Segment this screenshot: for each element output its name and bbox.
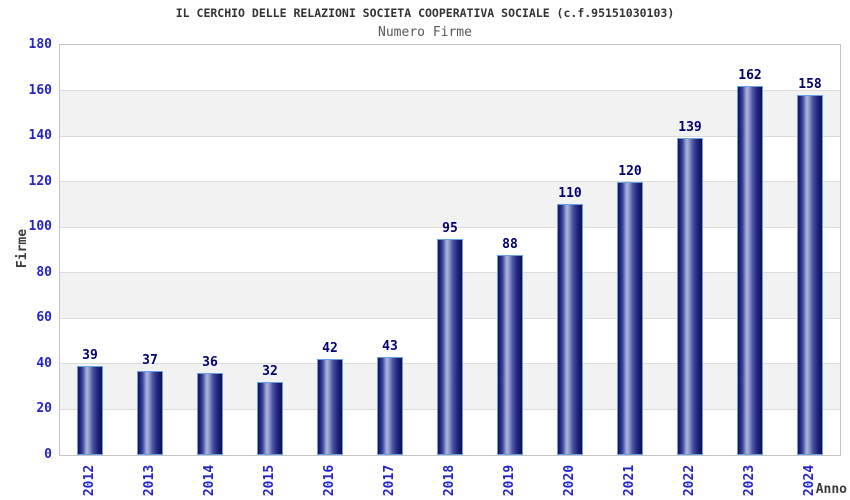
x-axis-title: Anno — [815, 482, 847, 497]
x-tick-label: 2015 — [240, 460, 300, 500]
bar-2021 — [617, 181, 643, 455]
bar-value-label: 162 — [738, 68, 762, 83]
bar-value-label: 139 — [678, 120, 702, 136]
bar-2023 — [737, 86, 763, 455]
y-tick-label: 120 — [28, 173, 52, 189]
bar-2015 — [257, 382, 283, 455]
bar-value-label: 37 — [142, 352, 158, 368]
x-tick-label-text: 2012 — [82, 464, 98, 496]
x-tick-label-text: 2021 — [622, 464, 638, 496]
y-tick-label: 180 — [28, 37, 52, 52]
x-tick-label-text: 2020 — [562, 464, 578, 496]
bar-2014 — [197, 373, 223, 455]
bar-2020 — [557, 204, 583, 455]
x-tick-label-text: 2022 — [682, 464, 698, 496]
bar-2022 — [677, 138, 703, 455]
bar-2017 — [377, 357, 403, 455]
x-tick-label: 2013 — [120, 460, 180, 500]
y-tick-label: 0 — [44, 447, 52, 462]
x-tick-label: 2020 — [540, 460, 600, 500]
y-tick-label: 20 — [36, 401, 52, 417]
gridline — [60, 226, 840, 228]
bar-2019 — [497, 254, 523, 455]
x-tick-label-text: 2016 — [322, 464, 338, 496]
x-tick-label-text: 2019 — [502, 464, 518, 496]
gridline — [60, 181, 840, 183]
y-tick-label: 140 — [28, 128, 52, 144]
y-tick-label: 100 — [28, 219, 52, 235]
x-tick-label: 2012 — [60, 460, 120, 500]
x-tick-label-text: 2015 — [262, 464, 278, 496]
bar-value-label: 43 — [382, 339, 398, 355]
x-tick-label-text: 2017 — [382, 464, 398, 496]
y-tick-label: 40 — [36, 355, 52, 371]
x-tick-label-text: 2014 — [202, 464, 218, 496]
gridline — [60, 135, 840, 137]
bar-value-label: 158 — [798, 77, 822, 93]
bar-2013 — [137, 370, 163, 455]
chart-title: IL CERCHIO DELLE RELAZIONI SOCIETA COOPE… — [175, 6, 675, 20]
bar-2016 — [317, 359, 343, 455]
y-tick-label: 160 — [28, 82, 52, 98]
bar-value-label: 88 — [502, 236, 518, 252]
chart-subtitle: Numero Firme — [378, 25, 472, 40]
bar-value-label: 32 — [262, 364, 278, 380]
x-tick-label-text: 2023 — [742, 464, 758, 496]
y-tick-label: 60 — [36, 310, 52, 326]
plot-area: 39 37 36 32 42 43 95 88 110 120 139 162 158 — [60, 45, 840, 455]
bar-2018 — [437, 238, 463, 455]
x-tick-label: 2019 — [480, 460, 540, 500]
x-tick-label: 2016 — [300, 460, 360, 500]
bar-value-label: 42 — [322, 341, 338, 357]
bar-value-label: 36 — [202, 355, 218, 370]
x-tick-label: 2018 — [420, 460, 480, 500]
gridline — [60, 90, 840, 92]
x-tick-label: 2023 — [720, 460, 780, 500]
y-tick-label: 80 — [36, 264, 52, 280]
bar-value-label: 110 — [558, 186, 582, 202]
bar-value-label: 39 — [82, 348, 98, 364]
x-tick-label-text: 2018 — [442, 464, 458, 496]
bar-2012 — [77, 366, 103, 455]
bar-value-label: 95 — [442, 220, 458, 236]
x-tick-label: 2014 — [180, 460, 240, 500]
x-tick-label: 2022 — [660, 460, 720, 500]
x-tick-label-text: 2013 — [142, 464, 158, 496]
bar-value-label: 120 — [618, 163, 642, 179]
x-tick-label: 2021 — [600, 460, 660, 500]
x-tick-label: 2017 — [360, 460, 420, 500]
bar-2024 — [797, 95, 823, 455]
